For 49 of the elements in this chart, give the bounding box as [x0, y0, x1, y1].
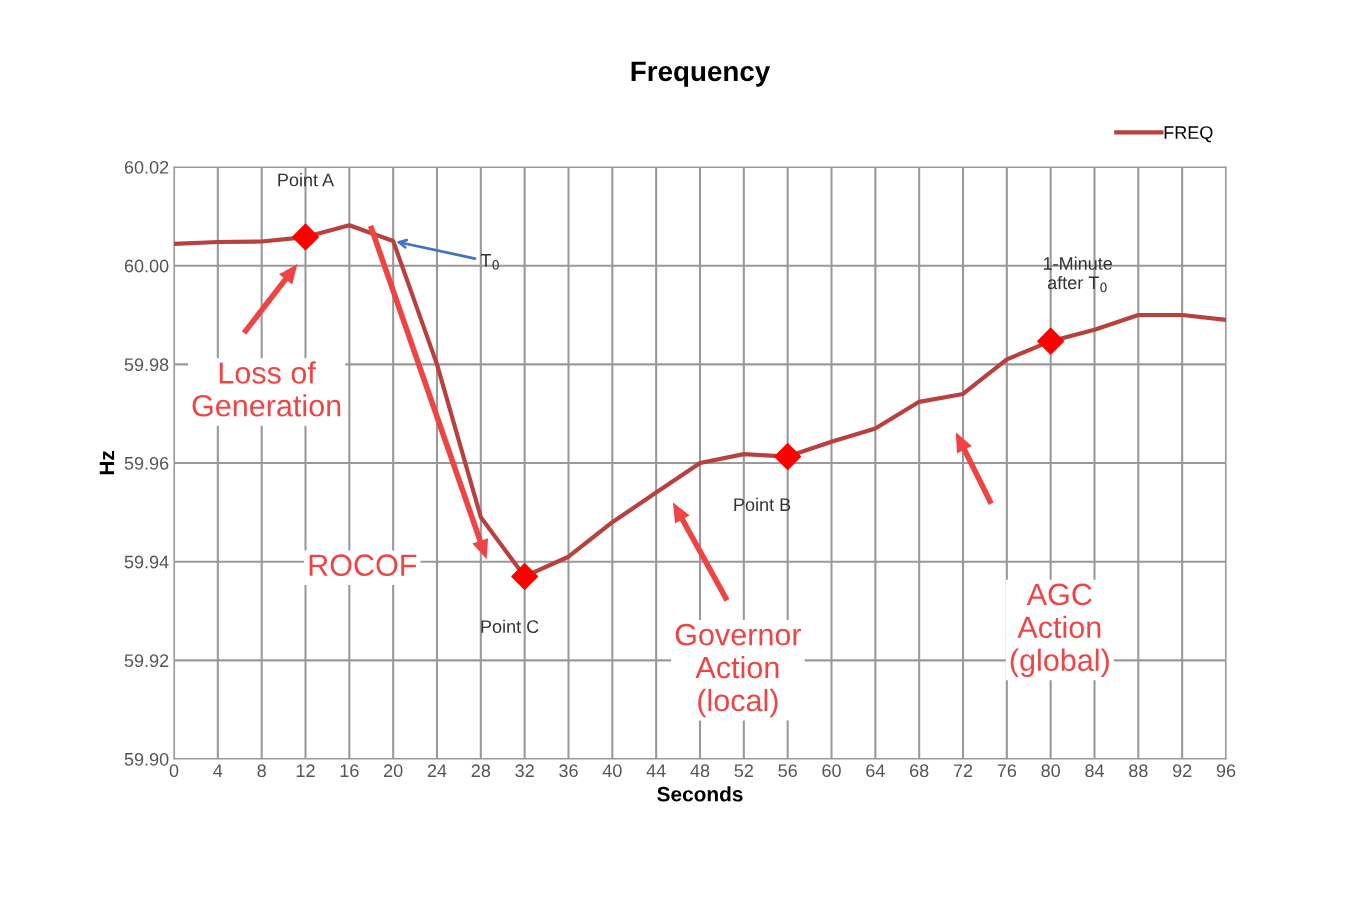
x-tick-label: 60	[822, 764, 841, 778]
point	[511, 562, 539, 590]
point	[292, 223, 319, 251]
annotation: Loss of Generation	[192, 361, 341, 417]
x-tick-label: 64	[866, 764, 885, 778]
x-tick-label: 4	[213, 764, 223, 777]
y-tick-label: 59.98	[124, 358, 169, 372]
x-tick-label: 8	[257, 764, 266, 778]
x-tick-label: 68	[910, 764, 929, 778]
x-tick-label: 96	[1216, 764, 1236, 778]
x-tick-label: 44	[646, 764, 666, 777]
chart-title: Frequency	[631, 61, 771, 87]
x-axis-title: Seconds	[657, 786, 743, 802]
annotation: 1-Minute after T$_{0}$	[1043, 256, 1112, 293]
annotation: AGC Action (global)	[1010, 583, 1109, 678]
x-tick-label: 40	[602, 764, 622, 778]
annotation: T$_{0}$	[480, 254, 499, 270]
legend-label: FREQ	[1164, 126, 1213, 143]
x-tick-label: 36	[559, 764, 578, 778]
x-tick-label: 84	[1085, 764, 1105, 778]
x-tick-label: 72	[953, 764, 973, 777]
x-tick-label: 88	[1129, 764, 1148, 778]
x-tick-label: 76	[997, 764, 1017, 778]
x-tick-label: 20	[384, 764, 403, 778]
x-tick-label: 0	[169, 764, 179, 778]
x-tick-label: 32	[515, 764, 534, 778]
y-tick-label: 60.02	[124, 160, 169, 174]
x-tick-label: 92	[1172, 764, 1192, 778]
x-tick-label: 12	[296, 764, 315, 777]
annotation: Point B	[734, 497, 791, 512]
x-tick-label: 24	[427, 764, 447, 777]
point	[1037, 327, 1065, 355]
x-tick-label: 16	[340, 764, 359, 778]
annotation: Governor Action (local)	[675, 623, 802, 718]
x-tick-label: 80	[1041, 764, 1060, 778]
y-tick-label: 59.90	[124, 752, 169, 766]
y-tick-label: 59.92	[124, 654, 169, 668]
point	[774, 443, 802, 471]
x-tick-label: 28	[471, 764, 491, 778]
x-tick-label: 52	[734, 764, 753, 778]
y-axis-title: Hz	[99, 451, 115, 475]
x-tick-label: 48	[690, 764, 710, 778]
annotation: Point A	[278, 173, 335, 187]
y-tick-label: 59.96	[124, 456, 169, 470]
annotation: Point C	[481, 619, 539, 634]
annotation: ROCOF	[309, 554, 417, 576]
y-tick-label: 59.94	[124, 555, 169, 569]
x-tick-label: 56	[778, 764, 797, 778]
y-tick-label: 60.00	[124, 259, 169, 273]
